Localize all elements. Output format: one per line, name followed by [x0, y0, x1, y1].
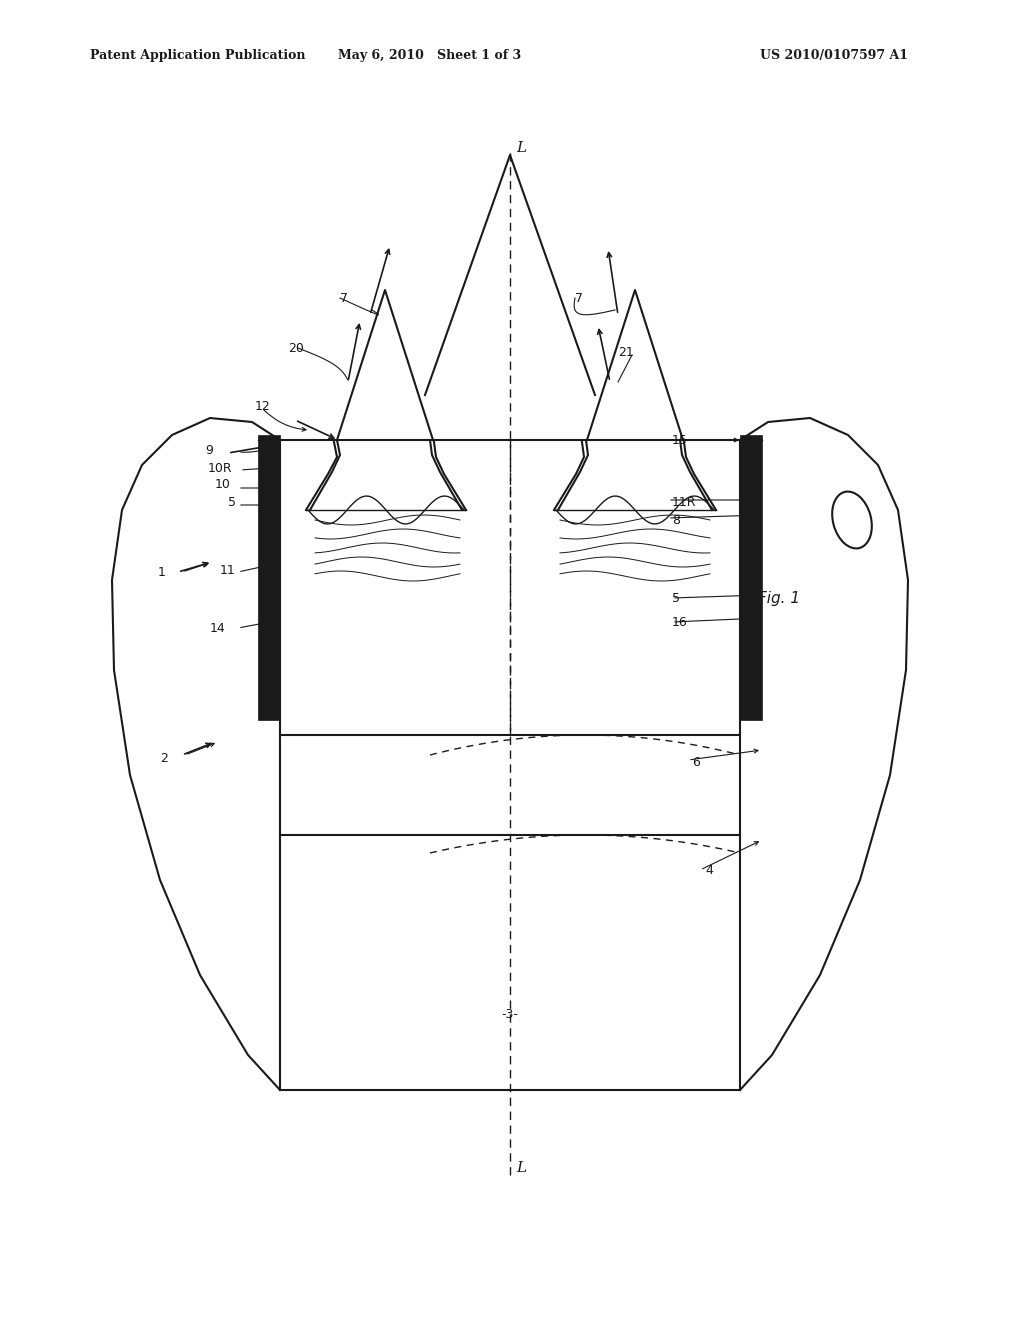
- Text: 10: 10: [215, 479, 230, 491]
- Text: 11: 11: [220, 564, 236, 577]
- Text: 8: 8: [672, 513, 680, 527]
- Text: 20: 20: [288, 342, 304, 355]
- Text: 21: 21: [618, 346, 634, 359]
- Text: L: L: [516, 1162, 526, 1175]
- Bar: [740, 436, 762, 719]
- Text: 10R: 10R: [208, 462, 232, 474]
- Text: 5: 5: [672, 591, 680, 605]
- Text: 4: 4: [705, 863, 713, 876]
- Text: 16: 16: [672, 615, 688, 628]
- Text: 14: 14: [210, 622, 225, 635]
- Text: 12: 12: [255, 400, 270, 412]
- Text: 7: 7: [575, 292, 583, 305]
- Text: -3-: -3-: [502, 1008, 518, 1022]
- Text: 9: 9: [205, 444, 213, 457]
- Bar: [258, 436, 280, 719]
- Text: Fig. 1: Fig. 1: [758, 590, 800, 606]
- Text: May 6, 2010   Sheet 1 of 3: May 6, 2010 Sheet 1 of 3: [339, 49, 521, 62]
- Text: 5: 5: [228, 496, 236, 510]
- Text: 2: 2: [160, 751, 168, 764]
- Text: 11R: 11R: [672, 496, 696, 510]
- Text: L: L: [516, 141, 526, 154]
- Text: US 2010/0107597 A1: US 2010/0107597 A1: [760, 49, 908, 62]
- Text: 7: 7: [340, 292, 348, 305]
- Text: 6: 6: [692, 755, 699, 768]
- Text: 15: 15: [672, 433, 688, 446]
- Text: Patent Application Publication: Patent Application Publication: [90, 49, 305, 62]
- Text: 1: 1: [158, 565, 166, 578]
